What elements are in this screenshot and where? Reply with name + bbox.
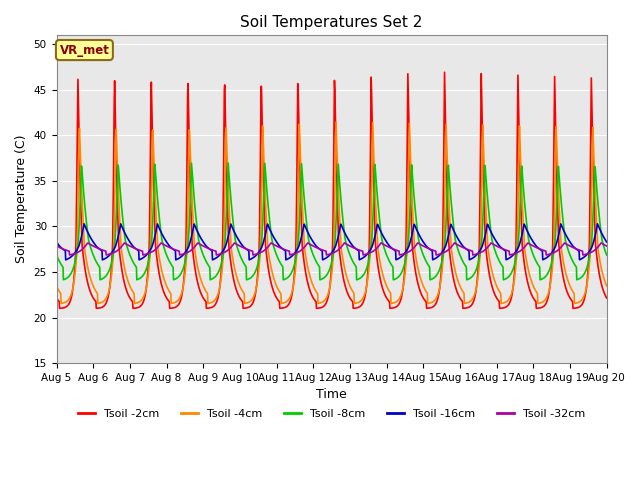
- Text: VR_met: VR_met: [60, 44, 109, 57]
- X-axis label: Time: Time: [316, 388, 347, 401]
- Title: Soil Temperatures Set 2: Soil Temperatures Set 2: [241, 15, 423, 30]
- Legend: Tsoil -2cm, Tsoil -4cm, Tsoil -8cm, Tsoil -16cm, Tsoil -32cm: Tsoil -2cm, Tsoil -4cm, Tsoil -8cm, Tsoi…: [74, 404, 589, 423]
- Y-axis label: Soil Temperature (C): Soil Temperature (C): [15, 135, 28, 264]
